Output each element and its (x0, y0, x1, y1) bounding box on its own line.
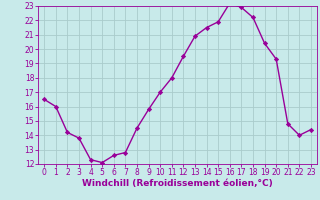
X-axis label: Windchill (Refroidissement éolien,°C): Windchill (Refroidissement éolien,°C) (82, 179, 273, 188)
